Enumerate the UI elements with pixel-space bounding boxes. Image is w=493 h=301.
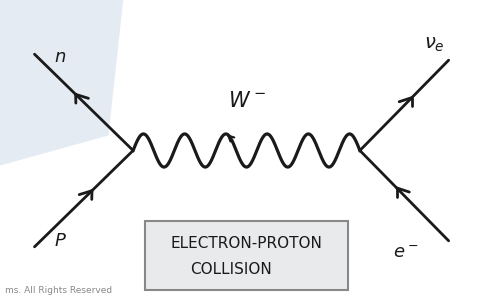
Text: $\nu_e$: $\nu_e$ <box>424 35 445 54</box>
Text: $W^-$: $W^-$ <box>228 92 265 111</box>
Polygon shape <box>0 0 123 166</box>
Text: $e^-$: $e^-$ <box>393 244 419 262</box>
Text: n: n <box>54 48 66 66</box>
Text: ELECTRON-PROTON: ELECTRON-PROTON <box>171 236 322 251</box>
Text: P: P <box>54 232 65 250</box>
Text: COLLISION: COLLISION <box>190 262 272 277</box>
FancyBboxPatch shape <box>145 221 348 290</box>
Text: ms. All Rights Reserved: ms. All Rights Reserved <box>5 286 112 295</box>
